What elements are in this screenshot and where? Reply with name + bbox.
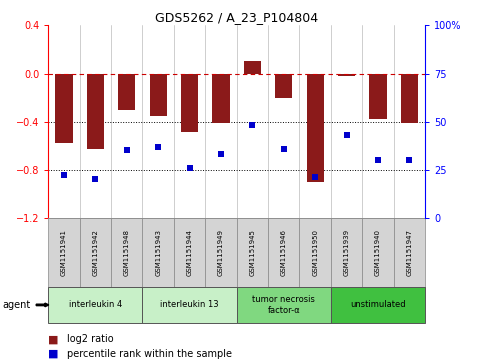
Bar [118, 73, 135, 110]
Text: GSM1151939: GSM1151939 [343, 229, 350, 276]
Bar [142, 287, 237, 323]
Bar [268, 218, 299, 287]
Text: GSM1151940: GSM1151940 [375, 229, 381, 276]
Text: GSM1151947: GSM1151947 [406, 229, 412, 276]
Text: percentile rank within the sample: percentile rank within the sample [67, 349, 232, 359]
Point [60, 172, 68, 178]
Text: GSM1151948: GSM1151948 [124, 229, 130, 276]
Point [186, 165, 194, 171]
Text: unstimulated: unstimulated [350, 301, 406, 309]
Bar [48, 287, 142, 323]
Text: GSM1151944: GSM1151944 [186, 229, 193, 276]
Bar [174, 218, 205, 287]
Text: ■: ■ [48, 334, 59, 344]
Bar [275, 73, 292, 98]
Bar [338, 73, 355, 76]
Bar [80, 218, 111, 287]
Bar [142, 218, 174, 287]
Bar [369, 73, 386, 119]
Point [374, 157, 382, 163]
Bar [331, 218, 362, 287]
Bar [56, 73, 72, 143]
Point [155, 144, 162, 150]
Text: GSM1151946: GSM1151946 [281, 229, 287, 276]
Bar [48, 218, 80, 287]
Point [406, 157, 413, 163]
Text: GSM1151941: GSM1151941 [61, 229, 67, 276]
Text: agent: agent [2, 300, 30, 310]
Bar [237, 218, 268, 287]
Bar [299, 218, 331, 287]
Text: GSM1151950: GSM1151950 [312, 229, 318, 276]
Point [249, 123, 256, 129]
Bar [401, 73, 418, 123]
Text: log2 ratio: log2 ratio [67, 334, 114, 344]
Bar [237, 287, 331, 323]
Bar [394, 218, 425, 287]
Bar [87, 73, 104, 149]
Text: GSM1151949: GSM1151949 [218, 229, 224, 276]
Point [312, 175, 319, 180]
Bar [150, 73, 167, 115]
Text: interleukin 13: interleukin 13 [160, 301, 219, 309]
Bar [205, 218, 237, 287]
Bar [111, 218, 142, 287]
Point [123, 147, 130, 153]
Text: GSM1151943: GSM1151943 [155, 229, 161, 276]
Point [92, 176, 99, 182]
Text: GSM1151942: GSM1151942 [92, 229, 99, 276]
Point [280, 146, 288, 151]
Bar [181, 73, 198, 132]
Bar [244, 61, 261, 73]
Bar [307, 73, 324, 182]
Text: GSM1151945: GSM1151945 [249, 229, 256, 276]
Point [343, 132, 351, 138]
Title: GDS5262 / A_23_P104804: GDS5262 / A_23_P104804 [155, 11, 318, 24]
Bar [213, 73, 229, 123]
Text: interleukin 4: interleukin 4 [69, 301, 122, 309]
Bar [362, 218, 394, 287]
Bar [331, 287, 425, 323]
Point [217, 151, 225, 157]
Text: ■: ■ [48, 349, 59, 359]
Text: tumor necrosis
factor-α: tumor necrosis factor-α [252, 295, 315, 315]
